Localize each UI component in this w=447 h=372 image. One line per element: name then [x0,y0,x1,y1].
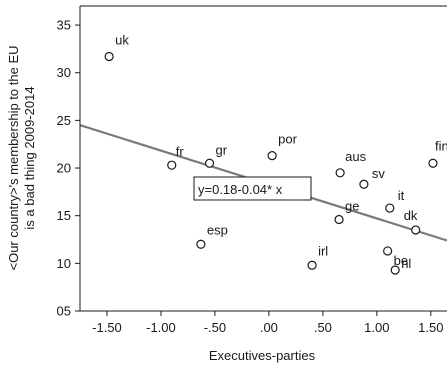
y-tick-label: 10 [57,256,71,271]
point-label-uk: uk [115,33,129,48]
point-label-nl: nl [401,256,411,271]
point-fin [428,158,438,168]
x-tick-label: -1.00 [146,320,176,335]
point-label-sv: sv [372,166,386,181]
point-label-fin: fin [435,138,447,153]
x-tick-label: .50 [314,320,332,335]
point-por [267,151,277,161]
equation-box [193,176,312,201]
point-esp [196,239,206,249]
point-sv [359,179,369,189]
point-label-ge: ge [345,199,359,214]
y-tick-label: 30 [57,65,71,80]
point-label-dk: dk [404,208,418,223]
point-it [385,203,395,213]
point-ge [334,214,344,225]
point-uk [104,51,114,62]
point-label-be: be [394,253,408,268]
annotations: y=0.18-0.04* x [193,176,312,201]
point-nl [390,265,400,275]
x-tick-label: 1.00 [364,320,389,335]
point-gr [204,158,215,168]
axes: 05 10 15 20 25 30 35 -1.50 -1.00 -.50 .00 .50 1.00 1.… [6,5,447,363]
y-tick-label: 20 [57,161,71,176]
equation-label: y=0.18-0.04* x [198,182,283,197]
point-label-irl: irl [318,243,328,258]
point-fr [167,160,177,170]
point-label-aus: aus [345,149,366,164]
point-label-it: it [398,188,405,203]
point-aus [335,168,345,178]
x-tick-label: -1.50 [92,320,122,335]
point-label-gr: gr [216,142,228,157]
x-tick-label: .00 [260,320,278,335]
x-tick-label: 1.50 [418,320,443,335]
x-axis-title: Executives-parties [209,348,316,363]
point-irl [307,260,317,270]
y-axis-title-line2: is a bad thing 2009-2014 [22,86,37,229]
y-tick-label: 35 [57,18,71,33]
point-label-esp: esp [207,222,228,237]
y-axis-title-line1: <Our country>'s membership to the EU [6,45,21,270]
y-tick-label: 15 [57,208,71,223]
point-label-fr: fr [176,144,185,159]
point-dk [411,225,421,235]
y-tick-label: 25 [57,113,71,128]
x-tick-label: -.50 [204,320,226,335]
point-be [383,246,393,256]
y-tick-label: 05 [57,304,71,319]
point-label-por: por [278,132,297,147]
